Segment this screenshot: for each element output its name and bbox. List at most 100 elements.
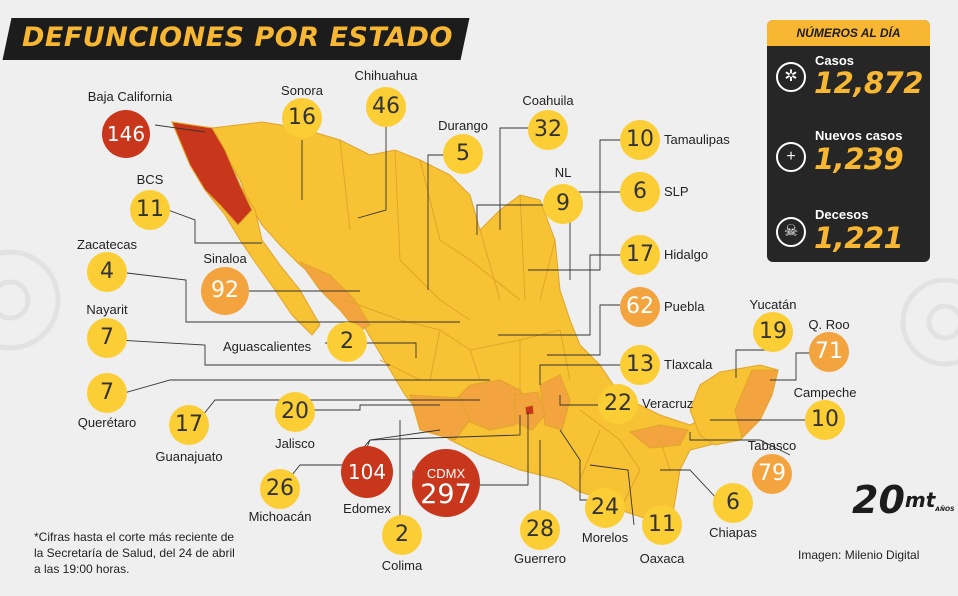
logo-brand: mt (904, 488, 936, 512)
state-label-yucatan: Yucatán (749, 297, 797, 312)
page-title: DEFUNCIONES POR ESTADO (22, 22, 453, 53)
state-value: 79 (758, 461, 786, 486)
stat-label-decesos: Decesos (815, 207, 869, 222)
map-cdmx (524, 404, 535, 416)
state-label-cdmx: CDMX (426, 466, 466, 481)
state-label-morelos: Morelos (581, 530, 629, 545)
state-marker-tlaxcala: 13 (620, 345, 660, 385)
state-marker-sonora: 16 (282, 98, 322, 138)
state-marker-oaxaca: 11 (642, 505, 682, 545)
state-marker-guerrero: 28 (520, 510, 560, 550)
state-value: 104 (347, 460, 387, 484)
state-value: 2 (395, 522, 409, 547)
state-value: 9 (556, 191, 570, 216)
state-value: 16 (288, 105, 316, 130)
state-value: 13 (626, 352, 654, 377)
state-value: 17 (626, 242, 654, 267)
state-value: 62 (626, 294, 654, 319)
footnote: *Cifras hasta el corte más reciente de l… (34, 530, 235, 576)
state-label-hidalgo: Hidalgo (664, 247, 709, 262)
state-marker-chiapas: 6 (713, 483, 753, 523)
state-marker-colima: 2 (382, 515, 422, 555)
state-label-guanajuato: Guanajuato (155, 449, 223, 464)
skull-icon: ☠ (776, 217, 806, 247)
state-value: 7 (100, 325, 114, 350)
state-label-campeche: Campeche (793, 385, 857, 400)
state-label-nayarit: Nayarit (86, 302, 128, 317)
state-marker-bcs: 11 (130, 190, 170, 230)
state-value: 46 (372, 94, 400, 119)
state-value: 11 (648, 512, 676, 537)
state-value: 2 (340, 329, 354, 354)
state-label-sinaloa: Sinaloa (203, 251, 247, 266)
state-label-chiapas: Chiapas (709, 525, 757, 540)
state-label-tlaxcala: Tlaxcala (664, 357, 713, 372)
state-label-tamaulipas: Tamaulipas (664, 132, 730, 147)
state-value: 7 (100, 380, 114, 405)
state-marker-morelos: 24 (585, 488, 625, 528)
state-value: 26 (266, 476, 294, 501)
state-label-nl: NL (554, 165, 572, 180)
logo-sub: AÑOS (935, 506, 955, 513)
state-label-zacatecas: Zacatecas (77, 237, 137, 252)
state-marker-slp: 6 (620, 172, 660, 212)
state-label-durango: Durango (438, 118, 488, 133)
numbers-panel-heading: NÚMEROS AL DÍA (796, 26, 901, 40)
mexico-map (171, 121, 779, 521)
state-marker-guanajuato: 17 (169, 405, 209, 445)
state-value: 10 (811, 407, 839, 432)
state-label-veracruz: Veracruz (642, 396, 694, 411)
state-value: 4 (100, 259, 114, 284)
state-label-sonora: Sonora (281, 83, 323, 98)
virus-decoration-icon (0, 249, 958, 367)
state-value: 11 (136, 197, 164, 222)
state-label-michoacan: Michoacán (248, 509, 312, 524)
virus-icon: ✲ (776, 62, 806, 92)
state-marker-campeche: 10 (805, 400, 845, 440)
state-marker-coahuila: 32 (528, 110, 568, 150)
map-tabasco (628, 424, 689, 449)
state-value: 6 (633, 179, 647, 204)
state-marker-sinaloa: 92 (201, 267, 249, 315)
state-value: 28 (526, 517, 554, 542)
state-marker-nayarit: 7 (87, 318, 127, 358)
state-marker-q-roo: 71 (809, 332, 849, 372)
logo-number: 20 (852, 478, 905, 522)
stat-label-casos: Casos (815, 53, 855, 68)
state-label-colima: Colima (381, 558, 423, 573)
state-marker-jalisco: 20 (275, 392, 315, 432)
stat-value-decesos: 1,221 (814, 221, 904, 255)
state-value: 32 (534, 117, 562, 142)
state-value: 6 (726, 490, 740, 515)
map-michoacan (409, 394, 471, 441)
milenio-logo: 20mtAÑOS (852, 478, 954, 522)
state-marker-nl: 9 (543, 184, 583, 224)
map-baja-california (171, 121, 253, 226)
state-label-edomex: Edomex (343, 501, 391, 516)
state-value: 71 (815, 339, 843, 364)
state-label-jalisco: Jalisco (275, 436, 315, 451)
state-label-q-roo: Q. Roo (808, 317, 850, 332)
map-puebla (539, 374, 571, 431)
state-marker-zacatecas: 4 (87, 252, 127, 292)
state-value: 92 (211, 278, 239, 303)
state-label-puebla: Puebla (664, 299, 705, 314)
state-marker-tamaulipas: 10 (620, 120, 660, 160)
state-marker-puebla: 62 (620, 287, 660, 327)
state-value: 20 (281, 399, 309, 424)
state-label-chihuahua: Chihuahua (354, 68, 418, 83)
state-label-queretaro: Querétaro (77, 415, 137, 430)
state-marker-edomex: 104 (341, 446, 393, 498)
state-value: 17 (175, 412, 203, 437)
stat-label-nuevos: Nuevos casos (815, 128, 903, 143)
state-marker-yucatan: 19 (753, 312, 793, 352)
state-marker-durango: 5 (443, 134, 483, 174)
state-marker-queretaro: 7 (87, 373, 127, 413)
state-label-oaxaca: Oaxaca (639, 551, 685, 566)
state-label-slp: SLP (664, 184, 689, 199)
state-value: 10 (626, 127, 654, 152)
map-mainland (211, 121, 776, 521)
stat-value-casos: 12,872 (814, 66, 923, 100)
